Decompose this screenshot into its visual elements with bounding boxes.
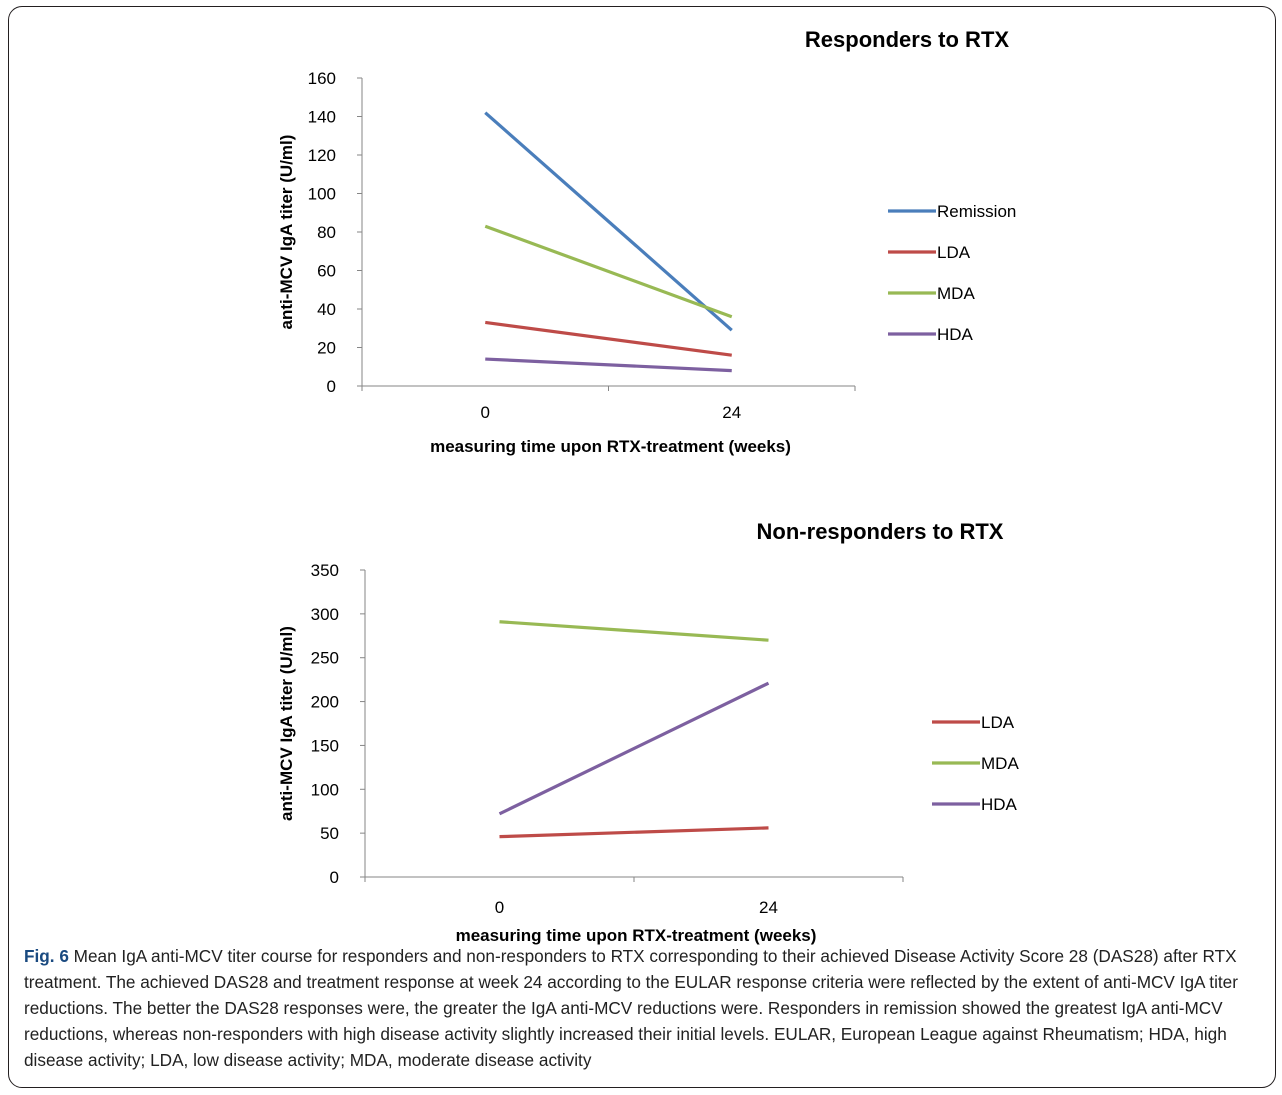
y-tick-label: 300 (311, 605, 339, 624)
y-tick-label: 0 (330, 868, 339, 887)
y-tick-label: 0 (327, 377, 336, 396)
legend-label-hda: HDA (937, 325, 974, 344)
y-tick-label: 120 (308, 146, 336, 165)
x-axis-label: measuring time upon RTX-treatment (weeks… (430, 437, 791, 456)
legend-label-remission: Remission (937, 202, 1016, 221)
y-tick-label: 50 (320, 824, 339, 843)
y-tick-label: 350 (311, 561, 339, 580)
series-line-mda (484, 224, 733, 319)
legend-label-lda: LDA (981, 713, 1015, 732)
series-line-mda (499, 620, 769, 642)
x-axis-label: measuring time upon RTX-treatment (weeks… (456, 926, 817, 945)
y-tick-label: 20 (317, 339, 336, 358)
series-line-remission (484, 111, 733, 332)
non-responders-chart: Non-responders to RTX 0 50 100 150 200 250 300 3… (277, 519, 1019, 945)
x-tick-label: 24 (722, 403, 741, 422)
series-line-lda (499, 826, 769, 839)
legend-label-mda: MDA (937, 284, 975, 303)
y-tick-label: 140 (308, 108, 336, 127)
x-tick-label: 24 (759, 898, 778, 917)
y-tick-label: 250 (311, 649, 339, 668)
y-tick-label: 40 (317, 300, 336, 319)
x-tick-label: 0 (495, 898, 504, 917)
x-tick-label: 0 (481, 403, 490, 422)
y-tick-label: 160 (308, 69, 336, 88)
figure-caption: Fig. 6 Mean IgA anti-MCV titer course fo… (24, 943, 1260, 1073)
y-tick-label: 200 (311, 693, 339, 712)
caption-text: Mean IgA anti-MCV titer course for respo… (24, 946, 1238, 1070)
chart-title: Responders to RTX (805, 27, 1009, 52)
figure-frame (8, 6, 1276, 1088)
series-line-hda (498, 681, 770, 816)
legend-label-mda: MDA (981, 754, 1019, 773)
y-axis-label: anti-MCV IgA titer (U/ml) (277, 135, 296, 330)
legend-label-hda: HDA (981, 795, 1018, 814)
series-line-hda (485, 357, 732, 373)
series-line-lda (485, 320, 732, 357)
y-tick-label: 60 (317, 262, 336, 281)
caption-label: Fig. 6 (24, 946, 69, 966)
y-axis-label: anti-MCV IgA titer (U/ml) (277, 626, 296, 821)
chart-title: Non-responders to RTX (757, 519, 1004, 544)
y-tick-label: 150 (311, 736, 339, 755)
responders-chart: Responders to RTX 0 20 40 60 80 100 120 140 160 0 2… (277, 27, 1016, 456)
legend-label-lda: LDA (937, 243, 971, 262)
y-tick-label: 100 (311, 780, 339, 799)
y-tick-label: 100 (308, 185, 336, 204)
y-tick-label: 80 (317, 223, 336, 242)
